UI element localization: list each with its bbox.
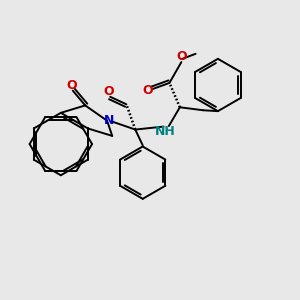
Text: N: N xyxy=(104,114,114,127)
Text: O: O xyxy=(176,50,187,63)
Text: NH: NH xyxy=(155,125,176,138)
Text: O: O xyxy=(103,85,114,98)
Text: O: O xyxy=(143,84,153,97)
Text: O: O xyxy=(66,79,77,92)
